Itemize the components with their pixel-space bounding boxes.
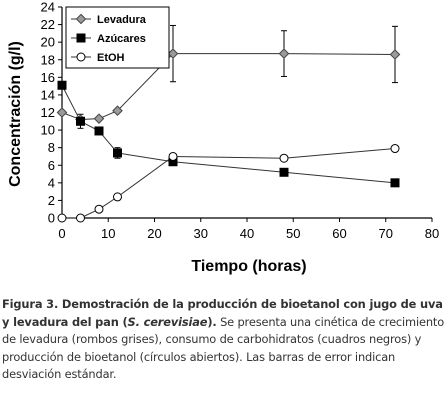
y-tick-label: 14 bbox=[41, 87, 55, 102]
azucares-point bbox=[390, 178, 400, 188]
levadura-point bbox=[167, 48, 179, 59]
levadura-point bbox=[56, 107, 68, 118]
legend-marker-etoh bbox=[76, 52, 86, 62]
y-tick-label: 16 bbox=[41, 70, 55, 85]
x-tick-label: 0 bbox=[58, 226, 65, 241]
levadura-point bbox=[112, 105, 123, 117]
x-tick-label: 70 bbox=[379, 226, 393, 241]
x-tick-label: 80 bbox=[425, 226, 439, 241]
azucares-line bbox=[61, 85, 396, 184]
x-axis-title: Tiempo (horas) bbox=[191, 258, 306, 275]
y-axis-title: Concentración (g/l) bbox=[7, 41, 24, 187]
x-tick-label: 20 bbox=[147, 226, 161, 241]
y-tick-label: 2 bbox=[48, 193, 55, 208]
azucares-point bbox=[113, 148, 122, 158]
levadura-point bbox=[278, 48, 290, 59]
legend-marker-azucares bbox=[76, 33, 86, 43]
legend-marker-levadura bbox=[75, 13, 87, 25]
x-tick-label: 10 bbox=[101, 226, 115, 241]
legend-label-etoh: EtOH bbox=[97, 52, 125, 64]
data-markers bbox=[56, 48, 401, 223]
x-axis-ticks: 0 10 20 30 40 50 60 70 80 bbox=[58, 218, 439, 241]
legend-label-azucares: Azúcares bbox=[97, 33, 146, 45]
x-tick-label: 30 bbox=[194, 226, 208, 241]
figure-caption: Figura 3. Demostración de la producción … bbox=[2, 296, 445, 384]
azucares-point bbox=[94, 126, 104, 136]
y-tick-label: 10 bbox=[41, 123, 55, 138]
y-tick-label: 4 bbox=[48, 175, 55, 190]
azucares-point bbox=[279, 167, 289, 177]
y-tick-label: 0 bbox=[48, 211, 55, 226]
caption-label: Figura 3. Demostración de la producción … bbox=[2, 297, 443, 329]
chart-legend: Levadura Azúcares EtOH bbox=[65, 6, 170, 69]
y-tick-label: 20 bbox=[41, 35, 55, 50]
y-tick-label: 24 bbox=[41, 0, 55, 15]
caption-text: Se presenta una cinética de crecimiento … bbox=[2, 314, 445, 382]
etoh-point bbox=[113, 192, 122, 202]
x-tick-label: 50 bbox=[286, 226, 300, 241]
azucares-point bbox=[76, 116, 85, 126]
series-lines bbox=[61, 53, 396, 219]
levadura-point bbox=[389, 49, 401, 60]
etoh-point bbox=[279, 153, 289, 163]
etoh-point bbox=[94, 204, 104, 214]
legend-label-levadura: Levadura bbox=[97, 14, 147, 26]
y-tick-label: 8 bbox=[48, 140, 55, 155]
levadura-point bbox=[93, 113, 105, 124]
y-tick-label: 6 bbox=[48, 158, 55, 173]
y-tick-label: 18 bbox=[41, 52, 55, 67]
azucares-point bbox=[57, 80, 67, 90]
y-tick-label: 22 bbox=[41, 17, 55, 32]
x-tick-label: 60 bbox=[332, 226, 346, 241]
etoh-point bbox=[76, 213, 85, 223]
y-tick-label: 12 bbox=[41, 105, 55, 120]
etoh-line bbox=[62, 148, 396, 219]
etoh-point bbox=[390, 144, 400, 154]
x-tick-label: 40 bbox=[240, 226, 254, 241]
etoh-point bbox=[57, 213, 67, 223]
etoh-point bbox=[168, 151, 178, 161]
